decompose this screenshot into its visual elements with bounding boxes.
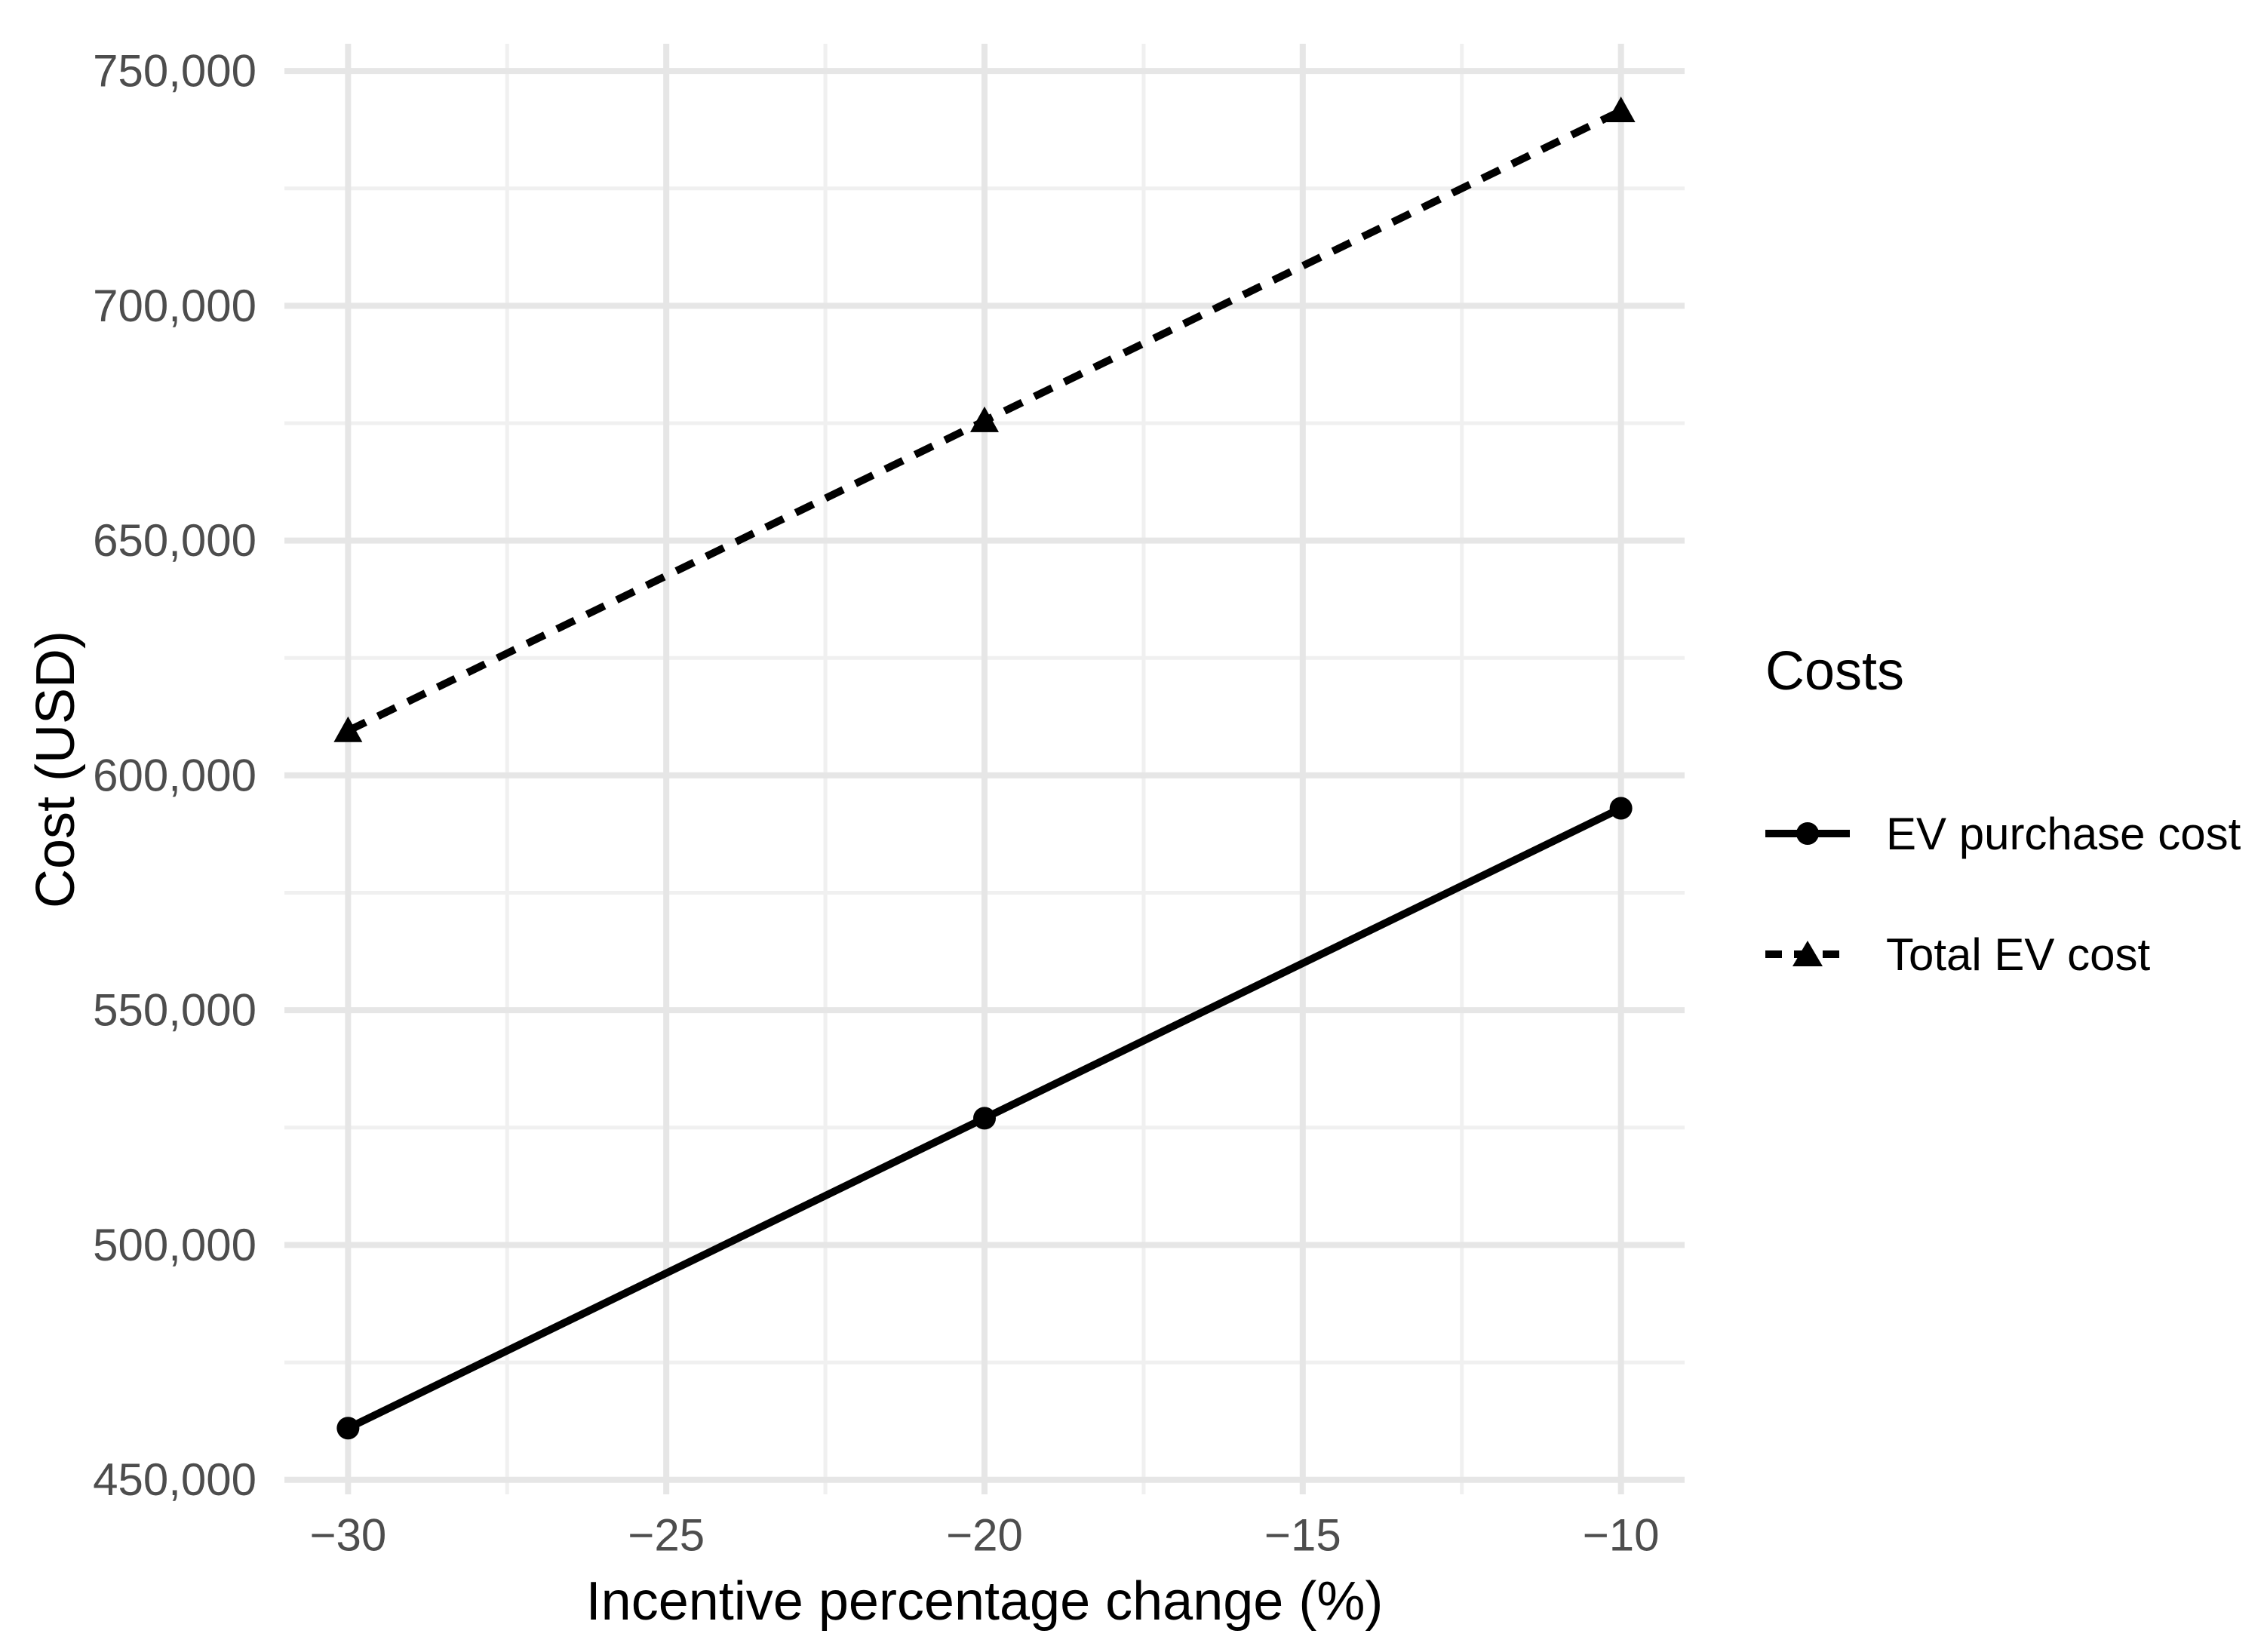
y-tick-label: 650,000 xyxy=(93,515,257,566)
legend-item-label: EV purchase cost xyxy=(1886,808,2241,859)
x-tick-label: −15 xyxy=(1264,1510,1341,1561)
legend-title: Costs xyxy=(1765,641,1905,702)
legend-item-total-ev-cost: Total EV cost xyxy=(1765,927,2150,981)
x-tick-label: −10 xyxy=(1583,1510,1660,1561)
legend-item-label: Total EV cost xyxy=(1886,929,2151,980)
y-tick-label: 700,000 xyxy=(93,281,257,331)
legend-item-ev-purchase-cost: EV purchase cost xyxy=(1765,806,2241,861)
y-tick-label: 450,000 xyxy=(93,1454,257,1505)
solid-line-circle-marker-icon xyxy=(1765,806,1850,861)
data-point-triangle xyxy=(1606,97,1636,123)
x-tick-label: −20 xyxy=(946,1510,1023,1561)
dashed-line-triangle-marker-icon xyxy=(1765,927,1850,981)
y-tick-label: 750,000 xyxy=(93,46,257,97)
legend: Costs EV purchase cost Total EV cost xyxy=(1765,0,2263,1652)
y-tick-label: 550,000 xyxy=(93,985,257,1036)
y-tick-label: 500,000 xyxy=(93,1220,257,1270)
x-tick-label: −30 xyxy=(309,1510,386,1561)
x-tick-label: −25 xyxy=(628,1510,705,1561)
y-axis-title: Cost (USD) xyxy=(26,631,86,909)
data-point-circle xyxy=(1609,797,1633,820)
data-point-circle xyxy=(336,1417,360,1440)
data-point-circle xyxy=(973,1107,996,1130)
y-tick-label: 600,000 xyxy=(93,750,257,800)
x-axis-title: Incentive percentage change (%) xyxy=(585,1571,1384,1632)
data-point-triangle xyxy=(970,406,999,432)
data-point-triangle xyxy=(333,716,363,742)
